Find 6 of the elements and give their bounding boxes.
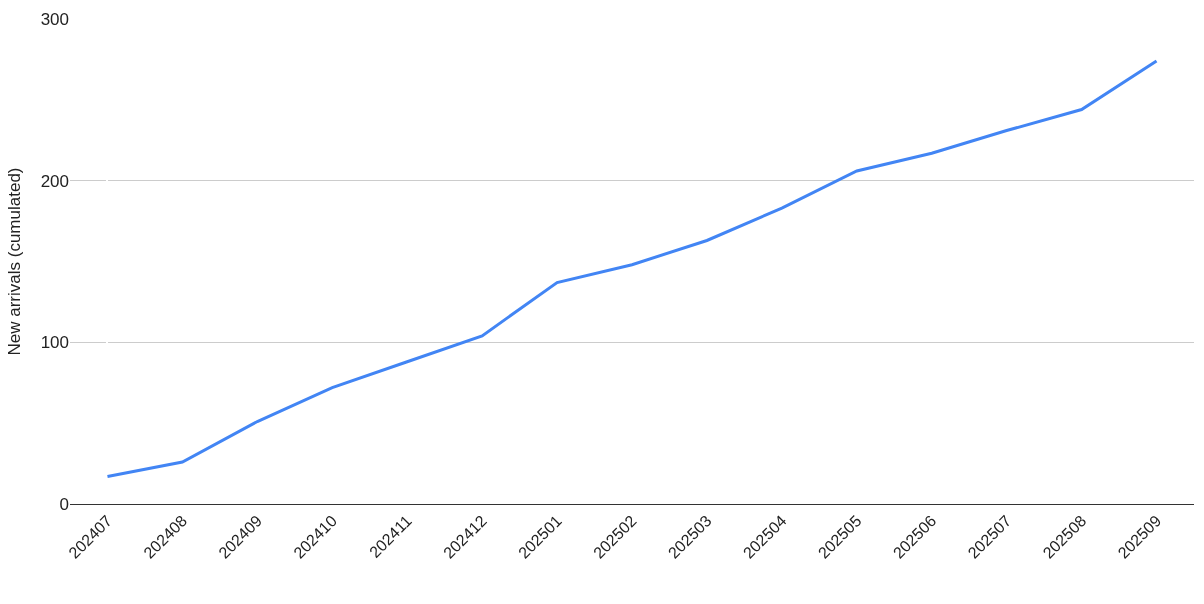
y-tick-label: 0 — [59, 494, 69, 514]
y-axis-title: New arrivals (cumulated) — [5, 167, 25, 356]
y-tick-label: 100 — [40, 333, 69, 353]
y-tick-label: 300 — [40, 9, 69, 29]
line-series — [105, 59, 1159, 479]
y-tick-label: 200 — [40, 171, 69, 191]
